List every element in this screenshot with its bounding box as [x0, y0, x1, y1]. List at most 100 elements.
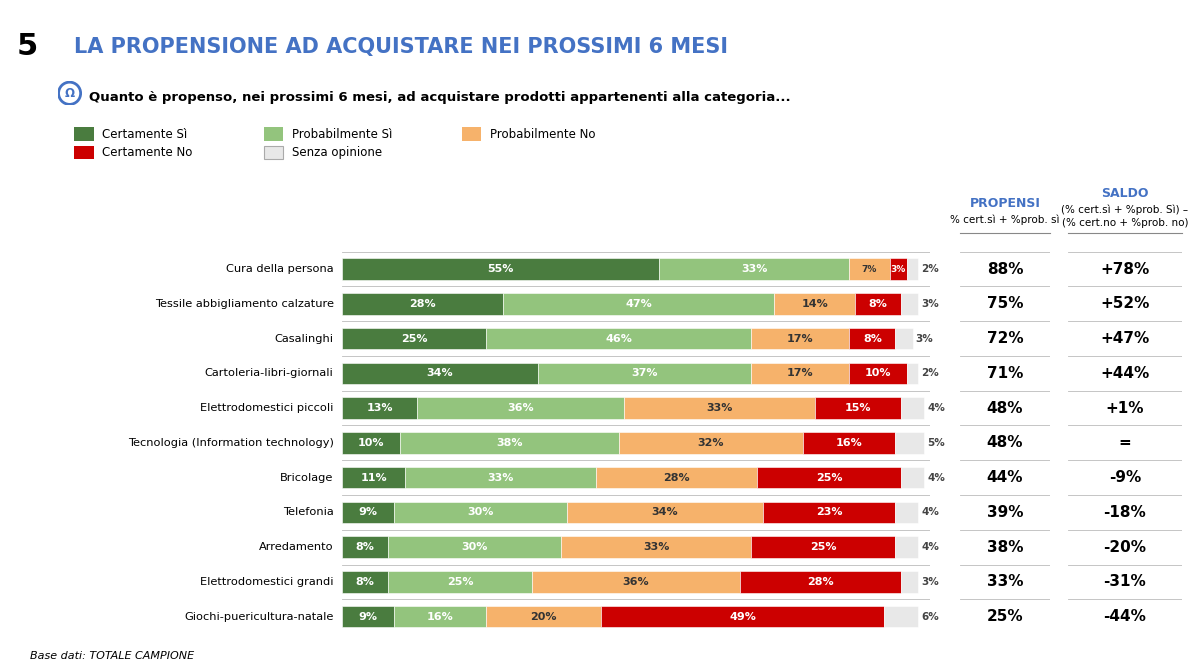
Text: Probabilmente Sì: Probabilmente Sì — [292, 127, 392, 141]
Text: (% cert.no + %prob. no): (% cert.no + %prob. no) — [1062, 219, 1188, 228]
Text: % cert.sì + %prob. sì: % cert.sì + %prob. sì — [950, 214, 1060, 225]
Bar — [406, 467, 595, 488]
Bar — [400, 432, 619, 454]
Text: 15%: 15% — [845, 403, 871, 413]
Text: -31%: -31% — [1104, 574, 1146, 589]
Text: Probabilmente No: Probabilmente No — [490, 127, 595, 141]
Text: -44%: -44% — [1104, 609, 1146, 624]
Bar — [751, 536, 895, 558]
Bar — [342, 432, 400, 454]
Bar — [901, 293, 918, 315]
Text: Certamente No: Certamente No — [102, 146, 192, 159]
Bar — [815, 397, 901, 419]
Text: 34%: 34% — [652, 507, 678, 517]
Bar — [624, 397, 815, 419]
Bar — [895, 502, 918, 523]
Text: 3%: 3% — [922, 299, 940, 309]
Text: Cura della persona: Cura della persona — [226, 264, 334, 274]
Bar — [803, 432, 895, 454]
Text: Bricolage: Bricolage — [281, 472, 334, 482]
Bar — [342, 258, 659, 280]
Bar — [895, 432, 924, 454]
Bar — [895, 327, 913, 350]
Text: Casalinghi: Casalinghi — [275, 333, 334, 344]
Bar — [889, 258, 907, 280]
Bar — [504, 293, 774, 315]
Text: 37%: 37% — [631, 368, 658, 378]
Text: 38%: 38% — [986, 539, 1024, 555]
Bar — [901, 467, 924, 488]
Text: PROPENSI: PROPENSI — [970, 197, 1040, 210]
Text: Arredamento: Arredamento — [259, 542, 334, 552]
Text: 4%: 4% — [922, 507, 940, 517]
Text: 48%: 48% — [986, 401, 1024, 415]
Text: Elettrodomestici grandi: Elettrodomestici grandi — [200, 577, 334, 587]
Text: Quanto è propenso, nei prossimi 6 mesi, ad acquistare prodotti appartenenti alla: Quanto è propenso, nei prossimi 6 mesi, … — [89, 91, 791, 104]
Bar — [901, 571, 918, 592]
Text: 49%: 49% — [730, 612, 756, 622]
Text: 6%: 6% — [922, 612, 940, 622]
Text: +1%: +1% — [1105, 401, 1145, 415]
Bar — [394, 606, 486, 627]
Text: 17%: 17% — [787, 333, 814, 344]
Bar — [774, 293, 856, 315]
Text: Senza opinione: Senza opinione — [292, 146, 382, 159]
Bar — [751, 327, 850, 350]
Text: 25%: 25% — [401, 333, 427, 344]
Text: 16%: 16% — [836, 438, 863, 448]
Text: 5: 5 — [17, 32, 38, 62]
Bar — [751, 362, 850, 384]
Text: Cartoleria-libri-giornali: Cartoleria-libri-giornali — [205, 368, 334, 378]
Bar — [884, 606, 918, 627]
Text: 16%: 16% — [427, 612, 454, 622]
Bar — [342, 571, 388, 592]
Text: 4%: 4% — [922, 542, 940, 552]
Bar — [619, 432, 803, 454]
Bar — [739, 571, 901, 592]
Text: -20%: -20% — [1104, 539, 1146, 555]
Text: 47%: 47% — [625, 299, 653, 309]
Text: 9%: 9% — [359, 507, 378, 517]
Text: 25%: 25% — [446, 577, 474, 587]
Text: 5%: 5% — [928, 438, 944, 448]
Text: 28%: 28% — [808, 577, 834, 587]
Text: LA PROPENSIONE AD ACQUISTARE NEI PROSSIMI 6 MESI: LA PROPENSIONE AD ACQUISTARE NEI PROSSIM… — [74, 37, 728, 57]
Text: 75%: 75% — [986, 297, 1024, 311]
Text: +44%: +44% — [1100, 366, 1150, 381]
Text: SALDO: SALDO — [1102, 187, 1148, 201]
Text: Giochi-puericultura-natale: Giochi-puericultura-natale — [185, 612, 334, 622]
Bar — [850, 327, 895, 350]
Text: 23%: 23% — [816, 507, 842, 517]
Text: 7%: 7% — [862, 264, 877, 274]
Text: 88%: 88% — [986, 262, 1024, 276]
Text: 11%: 11% — [360, 472, 388, 482]
Bar — [538, 362, 751, 384]
Text: 25%: 25% — [986, 609, 1024, 624]
Text: 3%: 3% — [916, 333, 934, 344]
Text: 32%: 32% — [697, 438, 724, 448]
Bar — [416, 397, 624, 419]
Bar — [342, 327, 486, 350]
Text: 33%: 33% — [487, 472, 514, 482]
Text: 3%: 3% — [890, 264, 906, 274]
Text: 25%: 25% — [816, 472, 842, 482]
Bar — [342, 606, 394, 627]
Bar — [856, 293, 901, 315]
Text: 4%: 4% — [928, 403, 944, 413]
Text: -9%: -9% — [1109, 470, 1141, 485]
Bar — [595, 467, 757, 488]
Text: +52%: +52% — [1100, 297, 1150, 311]
Text: 9%: 9% — [359, 612, 378, 622]
Bar — [486, 327, 751, 350]
Text: 44%: 44% — [986, 470, 1024, 485]
Bar — [850, 362, 907, 384]
Text: 10%: 10% — [865, 368, 892, 378]
Bar — [901, 397, 924, 419]
Bar — [388, 571, 533, 592]
Text: =: = — [1118, 435, 1132, 450]
Text: 30%: 30% — [462, 542, 487, 552]
Text: 34%: 34% — [427, 368, 454, 378]
Text: Tessile abbigliamento calzature: Tessile abbigliamento calzature — [155, 299, 334, 309]
Bar — [757, 467, 901, 488]
Text: 30%: 30% — [467, 507, 493, 517]
